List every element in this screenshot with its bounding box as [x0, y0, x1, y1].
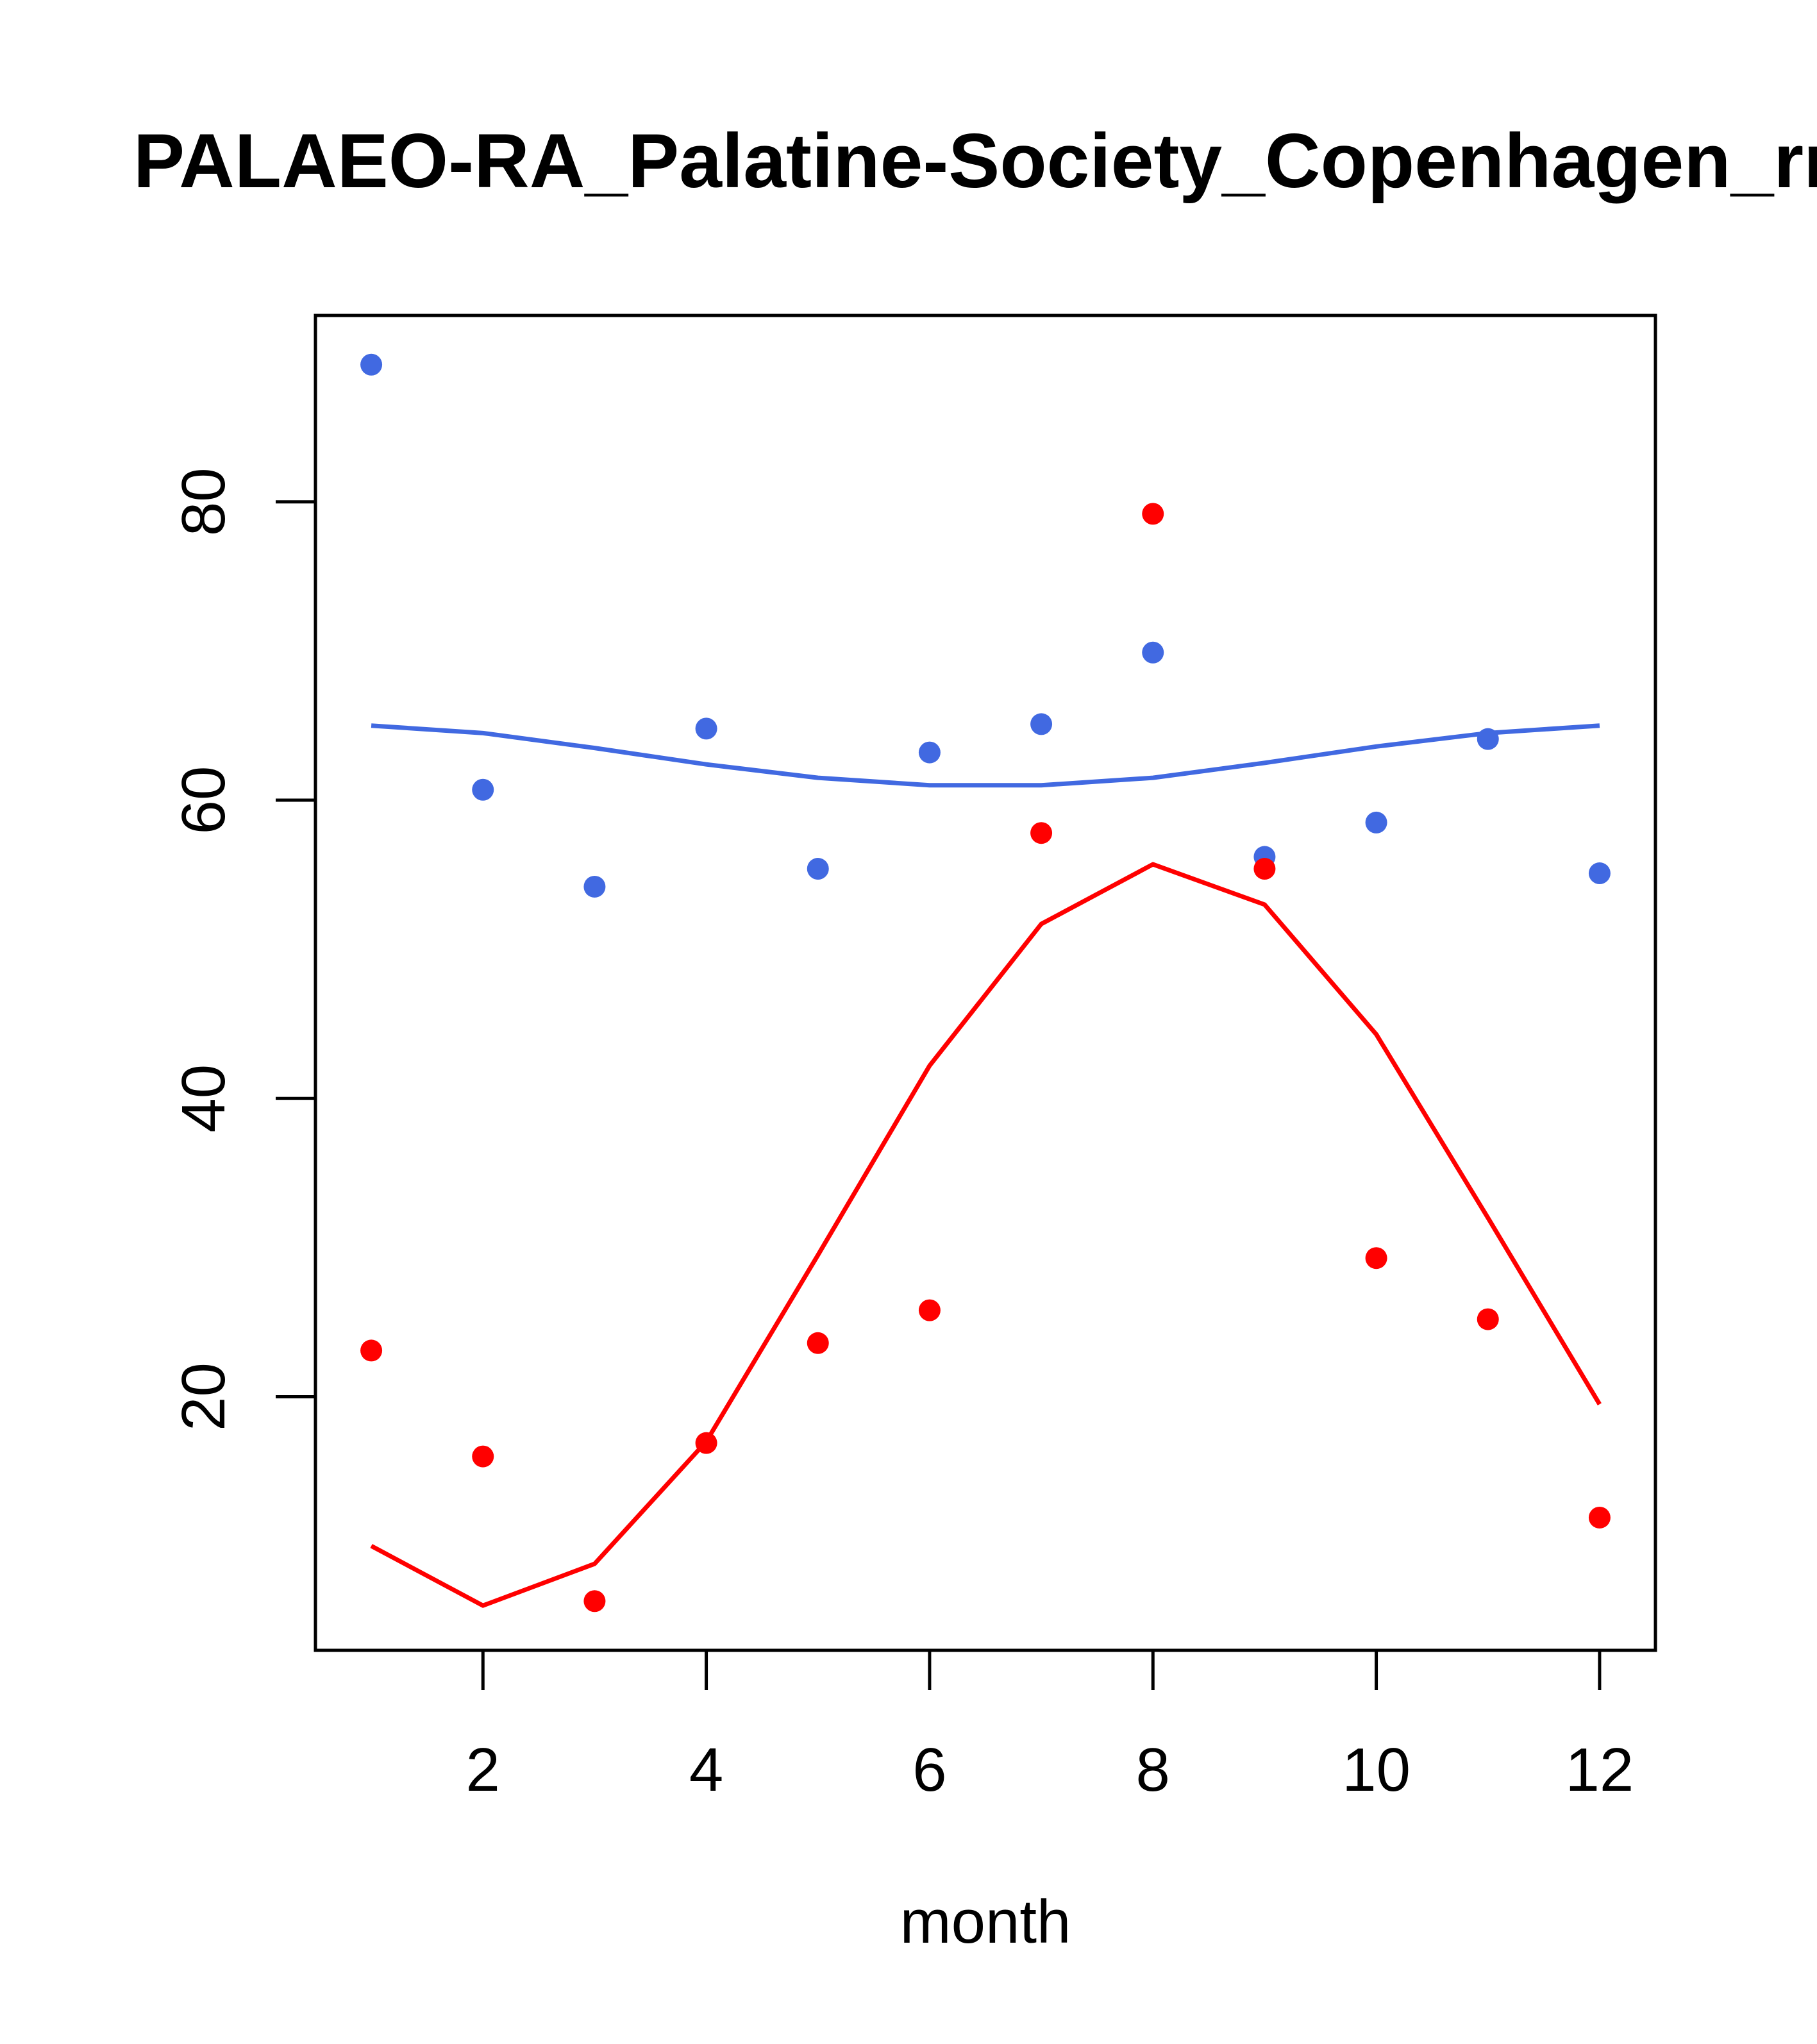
data-point-observed-red-8 — [1142, 503, 1164, 525]
data-point-observed-blue-7 — [1030, 713, 1053, 735]
data-point-observed-red-4 — [695, 1432, 717, 1454]
series-line-climatology-red — [370, 862, 1602, 1608]
x-tick-label-12: 12 — [1566, 1736, 1634, 1804]
data-point-observed-red-11 — [1477, 1308, 1499, 1330]
data-point-observed-blue-1 — [360, 353, 383, 376]
chart-title: PALAEO-RA_Palatine-Society_Copenhagen_rr — [133, 118, 1817, 204]
x-tick-label-2: 2 — [466, 1736, 500, 1804]
data-point-observed-red-6 — [918, 1299, 941, 1321]
series-line-climatology-blue — [371, 723, 1600, 788]
x-tick-label-8: 8 — [1136, 1736, 1170, 1804]
y-tick-label-80: 80 — [169, 467, 238, 536]
data-point-observed-blue-5 — [807, 858, 829, 880]
x-tick-label-6: 6 — [912, 1736, 946, 1804]
data-point-observed-red-9 — [1253, 858, 1276, 880]
data-point-observed-blue-3 — [583, 875, 606, 898]
y-tick-label-40: 40 — [169, 1064, 238, 1133]
plot-frame — [314, 314, 1657, 1652]
data-point-observed-red-2 — [472, 1445, 494, 1468]
data-point-observed-blue-6 — [918, 741, 941, 764]
x-tick-label-10: 10 — [1342, 1736, 1411, 1804]
data-point-observed-red-5 — [807, 1332, 829, 1354]
data-point-observed-red-7 — [1030, 822, 1053, 844]
data-point-observed-red-12 — [1588, 1506, 1611, 1529]
data-point-observed-blue-11 — [1477, 728, 1499, 750]
x-tick-label-4: 4 — [689, 1736, 723, 1804]
data-point-observed-blue-10 — [1365, 811, 1387, 834]
data-point-observed-blue-8 — [1142, 641, 1164, 664]
series-layer — [360, 353, 1611, 1613]
data-point-observed-blue-4 — [695, 717, 717, 740]
y-tick-label-60: 60 — [169, 766, 238, 835]
y-axis: 20 40 60 80 — [169, 467, 315, 1431]
x-axis-label: month — [900, 1888, 1071, 1956]
data-point-observed-blue-12 — [1588, 862, 1611, 885]
data-point-observed-blue-2 — [472, 778, 494, 801]
x-axis: 2 4 6 8 10 12 — [466, 1650, 1634, 1804]
y-tick-label-20: 20 — [169, 1362, 238, 1431]
data-point-observed-red-3 — [583, 1590, 606, 1613]
data-point-observed-red-10 — [1365, 1247, 1387, 1269]
data-point-observed-red-1 — [360, 1339, 383, 1362]
